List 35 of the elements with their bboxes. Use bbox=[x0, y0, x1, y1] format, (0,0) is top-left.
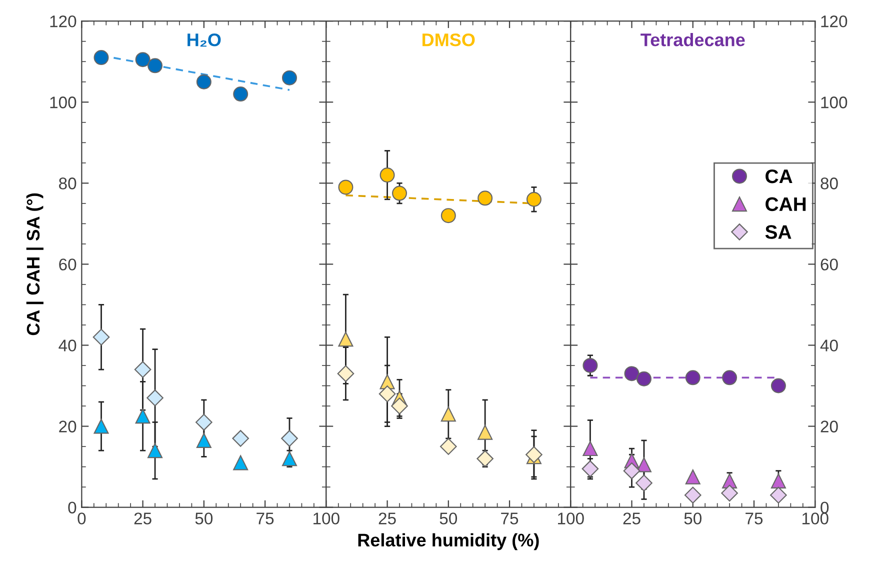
x-tick-label: 25 bbox=[134, 512, 152, 524]
x-tick-label: 0 bbox=[78, 512, 86, 524]
x-tick-label: 100 bbox=[314, 512, 340, 524]
x-tick-label: 75 bbox=[256, 512, 274, 524]
y-tick-label: 120 bbox=[50, 15, 76, 28]
y-tick-label: 60 bbox=[820, 258, 838, 270]
x-tick-label: 50 bbox=[440, 512, 458, 524]
y-tick-label: 100 bbox=[50, 96, 76, 108]
legend-label: SA bbox=[765, 225, 792, 239]
y-tick-label: 20 bbox=[59, 420, 76, 432]
y-tick-label: 0 bbox=[820, 502, 829, 514]
x-tick-label: 75 bbox=[746, 512, 763, 524]
legend-label: CAH bbox=[766, 197, 806, 212]
x-tick-label: 100 bbox=[802, 512, 828, 524]
y-tick-label: 20 bbox=[820, 420, 838, 432]
y-tick-label: 60 bbox=[59, 258, 76, 270]
x-tick-label: 25 bbox=[623, 512, 640, 524]
x-axis-title: Relative humidity (%) bbox=[358, 533, 539, 550]
y-tick-label: 40 bbox=[58, 340, 76, 352]
x-tick-label: 50 bbox=[684, 512, 702, 524]
y-tick-label: 80 bbox=[59, 178, 76, 190]
legend-label: CA bbox=[766, 169, 792, 184]
y-tick-label: 100 bbox=[821, 96, 848, 108]
x-tick-label: 25 bbox=[378, 512, 396, 524]
text: Tetradecane bbox=[640, 33, 745, 46]
y-tick-label: 0 bbox=[68, 502, 76, 514]
x-tick-label: 75 bbox=[501, 512, 518, 524]
y-tick-label: 120 bbox=[821, 15, 848, 28]
text: H₂O bbox=[188, 33, 221, 47]
x-tick-label: 100 bbox=[558, 512, 584, 524]
y-tick-label: 80 bbox=[820, 178, 838, 190]
y-axis-title: CA | CAH | SA (°) bbox=[26, 193, 44, 336]
text: DMSO bbox=[422, 33, 475, 46]
x-tick-label: 50 bbox=[195, 512, 213, 524]
y-tick-label: 40 bbox=[820, 340, 838, 352]
